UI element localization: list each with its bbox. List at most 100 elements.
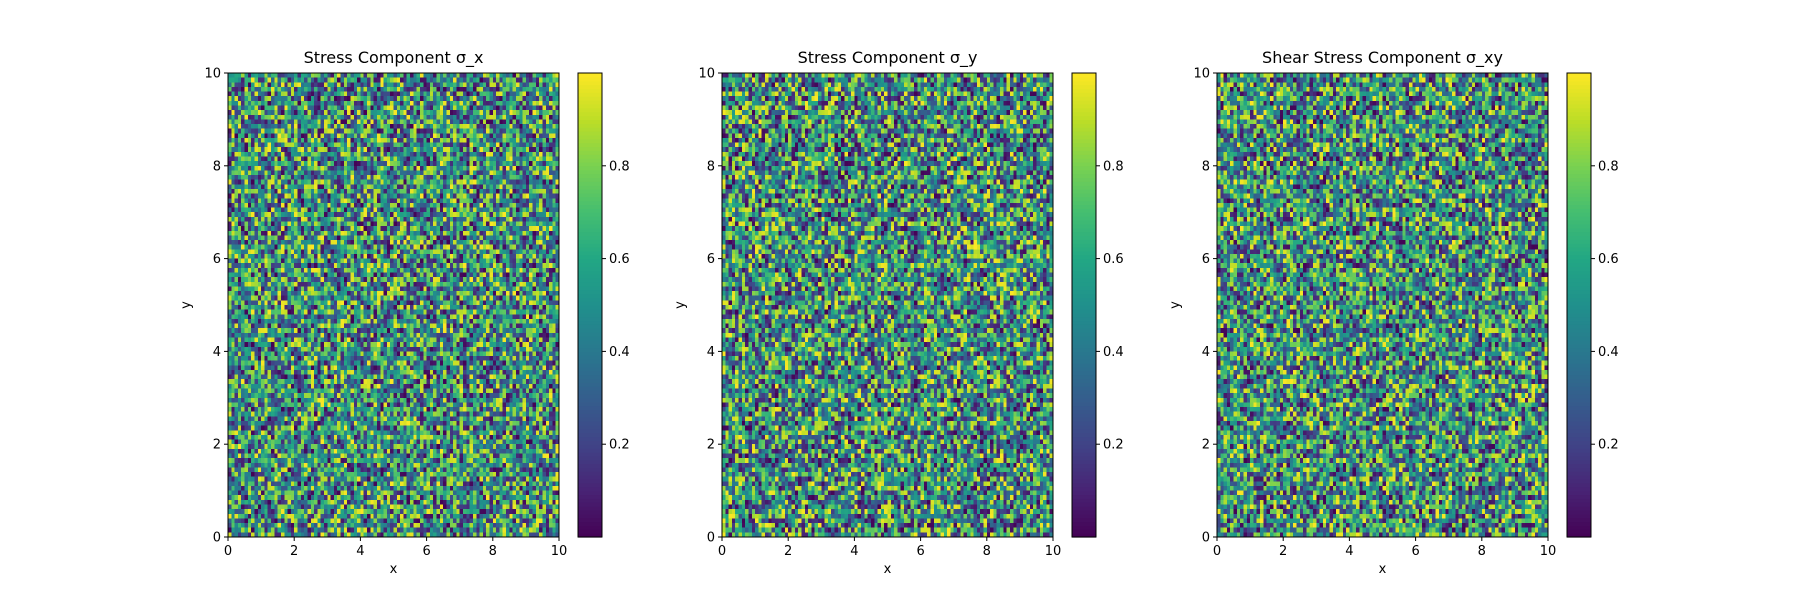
colorbar-segment — [1567, 131, 1591, 136]
colorbar-segment — [1567, 525, 1591, 530]
colorbar-segment — [1567, 189, 1591, 194]
colorbar-segment — [1072, 517, 1096, 523]
colorbar-segment — [1567, 239, 1591, 244]
colorbar-segment — [1567, 405, 1591, 410]
colorbar-segment — [578, 498, 602, 503]
colorbar-segment — [1567, 436, 1591, 441]
colorbar-segment — [1072, 533, 1096, 538]
colorbar-segment — [1072, 131, 1096, 136]
colorbar-segment — [578, 459, 602, 465]
colorbar-segment — [578, 92, 602, 97]
colorbar-segment — [1567, 343, 1591, 349]
colorbar-segment — [1072, 347, 1096, 352]
colorbar-segment — [1567, 73, 1591, 78]
colorbar-segment — [1567, 216, 1591, 221]
colorbar-segment — [578, 413, 602, 418]
x-tick-label: 6 — [422, 544, 430, 559]
colorbar-segment — [1567, 417, 1591, 422]
colorbar-segment — [578, 76, 602, 82]
colorbar-segment — [578, 243, 602, 248]
colorbar-segment — [578, 169, 602, 175]
colorbar-segment — [1567, 455, 1591, 461]
colorbar-segment — [1072, 513, 1096, 519]
colorbar-segment — [1567, 475, 1591, 480]
colorbar-segment — [1567, 451, 1591, 457]
colorbar-segment — [1072, 138, 1096, 144]
colorbar-segment — [1567, 277, 1591, 283]
x-tick-label: 0 — [1213, 544, 1221, 559]
colorbar-segment — [578, 274, 602, 279]
colorbar-segment — [1567, 506, 1591, 511]
colorbar-segment — [578, 312, 602, 318]
colorbar-segment — [1567, 254, 1591, 260]
colorbar-segment — [1567, 374, 1591, 380]
x-tick-label: 8 — [983, 544, 991, 559]
colorbar-segment — [1072, 459, 1096, 465]
colorbar-segment — [1567, 363, 1591, 368]
colorbar-segment — [1072, 142, 1096, 148]
colorbar-segment — [578, 343, 602, 349]
colorbar-segment — [1072, 76, 1096, 82]
colorbar-segment — [1567, 158, 1591, 163]
colorbar-segment — [578, 103, 602, 109]
colorbar-segment — [1072, 258, 1096, 264]
colorbar-segment — [578, 297, 602, 302]
colorbar-segment — [578, 204, 602, 209]
colorbar-segment — [1072, 243, 1096, 248]
colorbar-segment — [1567, 533, 1591, 538]
colorbar-segment — [1567, 351, 1591, 356]
colorbar: 0.2 0.4 0.6 0.8 — [1071, 72, 1124, 538]
colorbar-segment — [1072, 475, 1096, 480]
colorbar-segment — [578, 266, 602, 271]
colorbar-segment — [1072, 127, 1096, 132]
colorbar-segment — [1072, 305, 1096, 310]
colorbar-segment — [1567, 266, 1591, 271]
colorbar-segment — [1567, 111, 1591, 117]
colorbar-segment — [1567, 301, 1591, 306]
colorbar-segment — [1567, 482, 1591, 488]
colorbar-segment — [1567, 494, 1591, 499]
colorbar-segment — [578, 355, 602, 360]
colorbar-segment — [1072, 219, 1096, 225]
axes-frame — [227, 72, 560, 538]
colorbar-segment — [578, 84, 602, 90]
colorbar-segment — [1567, 440, 1591, 445]
colorbar-segment — [578, 444, 602, 449]
y-tick-label: 4 — [1202, 345, 1210, 360]
colorbar-segment — [1072, 390, 1096, 395]
colorbar-segment — [578, 301, 602, 306]
colorbar-tick-label: 0.4 — [1103, 345, 1124, 360]
colorbar-segment — [578, 254, 602, 260]
colorbar-segment — [1072, 363, 1096, 368]
colorbar-segment — [1072, 231, 1096, 236]
colorbar-segment — [1567, 459, 1591, 465]
colorbar-segment — [1567, 192, 1591, 198]
colorbar-segment — [1567, 320, 1591, 325]
colorbar-segment — [1072, 285, 1096, 291]
y-axis-label: y — [179, 301, 194, 309]
colorbar-segment — [578, 247, 602, 252]
colorbar-segment — [1072, 277, 1096, 283]
colorbar-segment — [578, 231, 602, 236]
colorbar-segment — [1072, 158, 1096, 163]
y-tick-label: 8 — [1202, 159, 1210, 174]
colorbar-segment — [1072, 161, 1096, 167]
colorbar-segment — [578, 107, 602, 113]
colorbar-segment — [1567, 250, 1591, 256]
x-tick-label: 10 — [1045, 544, 1062, 559]
colorbar-tick-label: 0.6 — [609, 252, 630, 267]
colorbar-tick-label: 0.4 — [1598, 345, 1619, 360]
y-tick-label: 10 — [698, 67, 715, 82]
colorbar-segment — [1072, 440, 1096, 445]
colorbar-segment — [1072, 316, 1096, 322]
colorbar-segment — [578, 115, 602, 120]
colorbar-segment — [1072, 320, 1096, 325]
colorbar-segment — [1072, 281, 1096, 287]
colorbar-segment — [1072, 451, 1096, 457]
colorbar-segment — [1072, 270, 1096, 275]
colorbar-segment — [1072, 463, 1096, 468]
colorbar-segment — [1567, 471, 1591, 476]
colorbar-segment — [578, 305, 602, 310]
colorbar-segment — [1567, 212, 1591, 217]
colorbar-segment — [1072, 378, 1096, 383]
